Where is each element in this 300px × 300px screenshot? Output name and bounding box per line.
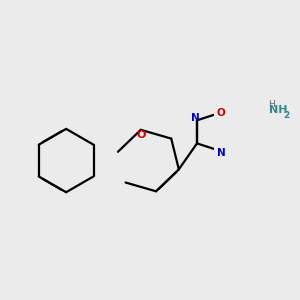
Text: NH: NH: [269, 105, 288, 115]
Text: 2: 2: [284, 111, 290, 120]
Text: H: H: [268, 100, 275, 109]
Text: N: N: [190, 113, 199, 123]
Text: O: O: [217, 108, 225, 118]
Text: N: N: [217, 148, 225, 158]
Text: O: O: [136, 130, 146, 140]
